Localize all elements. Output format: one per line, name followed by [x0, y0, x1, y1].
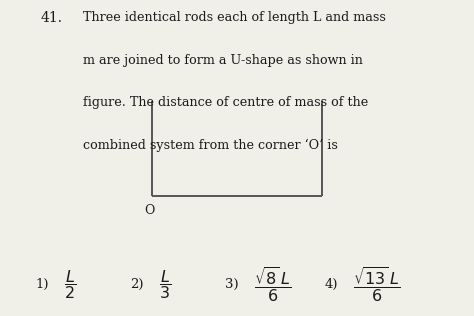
Text: 41.: 41.: [40, 11, 62, 25]
Text: 3): 3): [225, 278, 239, 291]
Text: m are joined to form a U-shape as shown in: m are joined to form a U-shape as shown …: [83, 54, 363, 67]
Text: Three identical rods each of length L and mass: Three identical rods each of length L an…: [83, 11, 386, 24]
Text: 1): 1): [36, 278, 49, 291]
Text: $\dfrac{\sqrt{8}\,L}{6}$: $\dfrac{\sqrt{8}\,L}{6}$: [254, 265, 291, 304]
Text: 2): 2): [130, 278, 144, 291]
Text: $\dfrac{L}{3}$: $\dfrac{L}{3}$: [159, 268, 171, 301]
Text: $\dfrac{\sqrt{13}\,L}{6}$: $\dfrac{\sqrt{13}\,L}{6}$: [353, 265, 401, 304]
Text: 4): 4): [325, 278, 338, 291]
Text: $\dfrac{L}{2}$: $\dfrac{L}{2}$: [64, 268, 76, 301]
Text: combined system from the corner ‘O’ is: combined system from the corner ‘O’ is: [83, 139, 338, 152]
Text: O: O: [144, 204, 155, 217]
Text: figure. The distance of centre of mass of the: figure. The distance of centre of mass o…: [83, 96, 368, 109]
